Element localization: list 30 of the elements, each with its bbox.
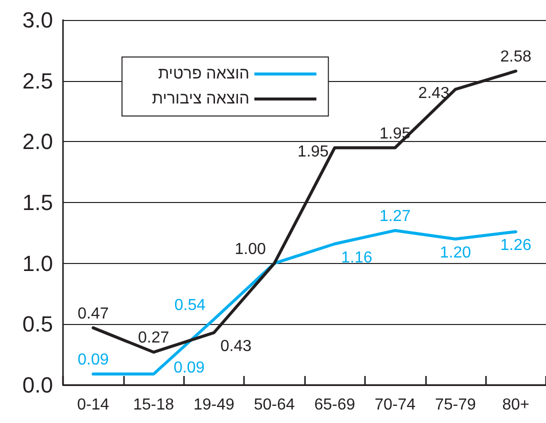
x-tick-label: 15-18 (133, 396, 174, 414)
data-label: 1.00 (234, 240, 266, 258)
legend-label: הוצאה פרטית (158, 66, 250, 82)
data-label: 0.27 (138, 330, 170, 347)
y-tick-label: 1.5 (22, 190, 53, 215)
data-label: 0.09 (174, 360, 205, 377)
x-tick-label: 70-74 (374, 396, 416, 414)
legend-label: הוצאה ציבורית (152, 90, 250, 108)
x-tick-label: 65-69 (314, 396, 356, 414)
data-label: 1.16 (341, 249, 372, 266)
y-tick-label: 0.0 (22, 372, 53, 398)
x-tick-label: 50-64 (254, 396, 295, 414)
x-tick-label: 80+ (502, 396, 530, 414)
y-tick-label: 2.0 (22, 129, 53, 154)
y-tick-label: 0.5 (22, 312, 53, 337)
data-label: 1.20 (440, 244, 472, 262)
x-tick-label: 19-49 (193, 396, 234, 414)
data-label: 0.43 (220, 338, 252, 356)
y-tick-label: 1.0 (22, 250, 53, 276)
data-label: 1.27 (379, 208, 411, 225)
x-tick-label: 75-79 (434, 396, 476, 414)
y-tick-label: 2.5 (22, 68, 53, 94)
data-label: 1.26 (500, 237, 532, 254)
data-label: 0.54 (174, 296, 206, 314)
data-label: 0.47 (78, 305, 109, 322)
data-label: 2.58 (500, 48, 532, 66)
x-tick-label: 0-14 (77, 396, 110, 414)
data-label: 1.95 (298, 143, 329, 160)
y-tick-label: 3.0 (22, 8, 53, 32)
data-label: 0.09 (78, 352, 109, 369)
